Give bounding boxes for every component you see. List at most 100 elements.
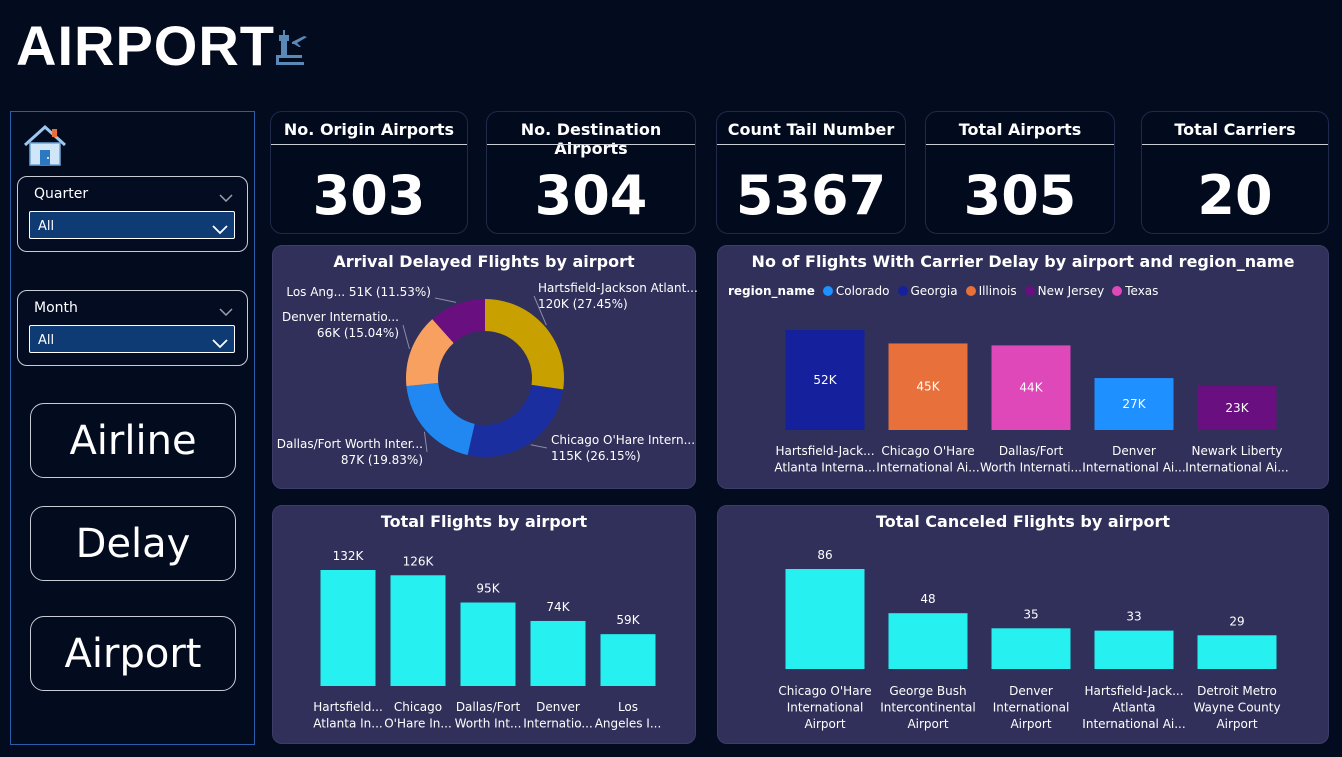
category-label: Newark Liberty (1192, 444, 1283, 458)
category-label: Chicago (394, 700, 442, 714)
bar[interactable] (991, 628, 1071, 669)
bar-value-label: 95K (476, 582, 500, 596)
kpi-card-origin-airports: No. Origin Airports 303 (270, 111, 468, 234)
kpi-label: Count Tail Number (727, 120, 895, 139)
slice-name: Dallas/Fort Worth Inter... (277, 437, 423, 451)
kpi-card-total-carriers: Total Carriers 20 (1141, 111, 1329, 234)
quarter-value: All (38, 219, 55, 234)
category-label: Airport (1216, 717, 1257, 731)
category-label: O'Hare In... (384, 717, 452, 731)
dropdown-arrow-icon (212, 334, 228, 353)
bar-value-label: 27K (1122, 397, 1146, 411)
canceled-flights-chart-panel: Total Canceled Flights by airport 86 Chic… (717, 505, 1329, 744)
kpi-value: 305 (963, 164, 1077, 227)
slice-value: 120K (27.45%) (538, 297, 628, 311)
legend-item[interactable]: Illinois (965, 284, 1017, 298)
chart-title: Arrival Delayed Flights by airport (333, 252, 635, 271)
donut-slice[interactable] (406, 319, 454, 387)
kpi-label: No. Origin Airports (283, 120, 455, 139)
page-title: AIRPORT (16, 14, 275, 77)
slice-value: 66K (15.04%) (317, 326, 399, 340)
bar[interactable] (1197, 635, 1277, 669)
home-icon[interactable] (22, 123, 68, 171)
month-dropdown[interactable]: All (29, 325, 235, 353)
bar[interactable] (1094, 378, 1174, 430)
category-label: International (787, 701, 864, 715)
category-label: Atlanta (1112, 701, 1155, 715)
bar-value-label: 44K (1019, 381, 1043, 395)
bar-value-label: 48 (920, 592, 935, 606)
category-label: Chicago O'Hare (881, 444, 974, 458)
legend-dot (1024, 286, 1035, 296)
canceled-flights-bar-chart: 86 Chicago O'Hare International Airport 48 Ge… (778, 548, 1280, 731)
chevron-down-icon[interactable] (219, 187, 233, 206)
category-label: Denver (1009, 684, 1053, 698)
airport-button[interactable]: Airport (30, 616, 236, 691)
legend-title: region_name (728, 284, 815, 298)
donut-slice[interactable] (406, 382, 475, 456)
category-label: Denver (536, 700, 580, 714)
carrier-delay-bar-chart: 52K Hartsfield-Jack... Atlanta Interna... 4… (774, 330, 1289, 475)
bar[interactable] (460, 602, 516, 686)
bar[interactable] (888, 343, 968, 430)
kpi-value: 304 (534, 164, 648, 227)
bar-value-label: 23K (1225, 401, 1249, 415)
leader-line (423, 431, 428, 453)
legend-item[interactable]: Texas (1112, 284, 1158, 298)
chart-title: Total Canceled Flights by airport (876, 512, 1170, 531)
bar[interactable] (888, 613, 968, 669)
slice-name: Hartsfield-Jackson Atlant... (538, 281, 697, 295)
category-label: Los (618, 700, 638, 714)
quarter-label: Quarter (34, 186, 89, 202)
donut-slice[interactable] (485, 299, 564, 390)
category-label: Denver (1112, 444, 1156, 458)
category-label: Airport (804, 717, 845, 731)
bar[interactable] (320, 570, 376, 686)
leader-line (533, 295, 547, 326)
donut-slice[interactable] (432, 299, 485, 343)
bar[interactable] (530, 620, 586, 686)
quarter-dropdown[interactable]: All (29, 211, 235, 239)
bar[interactable] (785, 569, 865, 669)
dropdown-arrow-icon (212, 220, 228, 239)
bar-value-label: 29 (1229, 614, 1244, 628)
bar[interactable] (991, 345, 1071, 430)
bar-value-label: 126K (403, 554, 435, 568)
category-label: Hartsfield... (313, 700, 383, 714)
chevron-down-icon[interactable] (219, 301, 233, 320)
category-label: Wayne County (1193, 701, 1280, 715)
legend-item[interactable]: Colorado (822, 284, 890, 298)
slice-label: Los Ang... 51K (11.53%) (286, 285, 431, 299)
bar[interactable] (390, 575, 446, 686)
donut-slice[interactable] (467, 384, 564, 457)
bar-value-label: 86 (817, 548, 832, 562)
chart-title: No of Flights With Carrier Delay by airp… (751, 252, 1295, 271)
category-label: Atlanta In... (313, 717, 382, 731)
delay-button[interactable]: Delay (30, 506, 236, 581)
legend-dot (897, 286, 908, 296)
bar[interactable] (785, 330, 865, 430)
bar-value-label: 59K (616, 613, 640, 627)
leader-line (434, 297, 457, 303)
legend-dot (965, 286, 976, 296)
category-label: Hartsfield-Jack... (1084, 684, 1183, 698)
category-label: International Ai... (1185, 461, 1288, 475)
bar[interactable] (1094, 630, 1174, 669)
legend-item[interactable]: Georgia (897, 284, 958, 298)
category-label: International Ai... (1082, 717, 1185, 731)
airport-tower-icon (270, 30, 310, 70)
airline-button[interactable]: Airline (30, 403, 236, 478)
bar[interactable] (600, 634, 656, 686)
bar[interactable] (1197, 385, 1277, 430)
slice-name: Chicago O'Hare Intern... (551, 433, 695, 447)
bar-value-label: 52K (813, 373, 837, 387)
legend-item[interactable]: New Jersey (1024, 284, 1104, 298)
category-label: Internatio... (523, 717, 593, 731)
category-label: Chicago O'Hare (778, 684, 871, 698)
donut-chart: Hartsfield-Jackson Atlant... 120K (27.45%… (277, 281, 697, 467)
kpi-value: 5367 (735, 164, 887, 227)
kpi-label: Total Airports (958, 120, 1082, 139)
category-label: Angeles I... (595, 717, 662, 731)
slice-name: Denver Internatio... (282, 310, 399, 324)
total-flights-chart-panel: Total Flights by airport 132K Hartsfield.… (272, 505, 696, 744)
